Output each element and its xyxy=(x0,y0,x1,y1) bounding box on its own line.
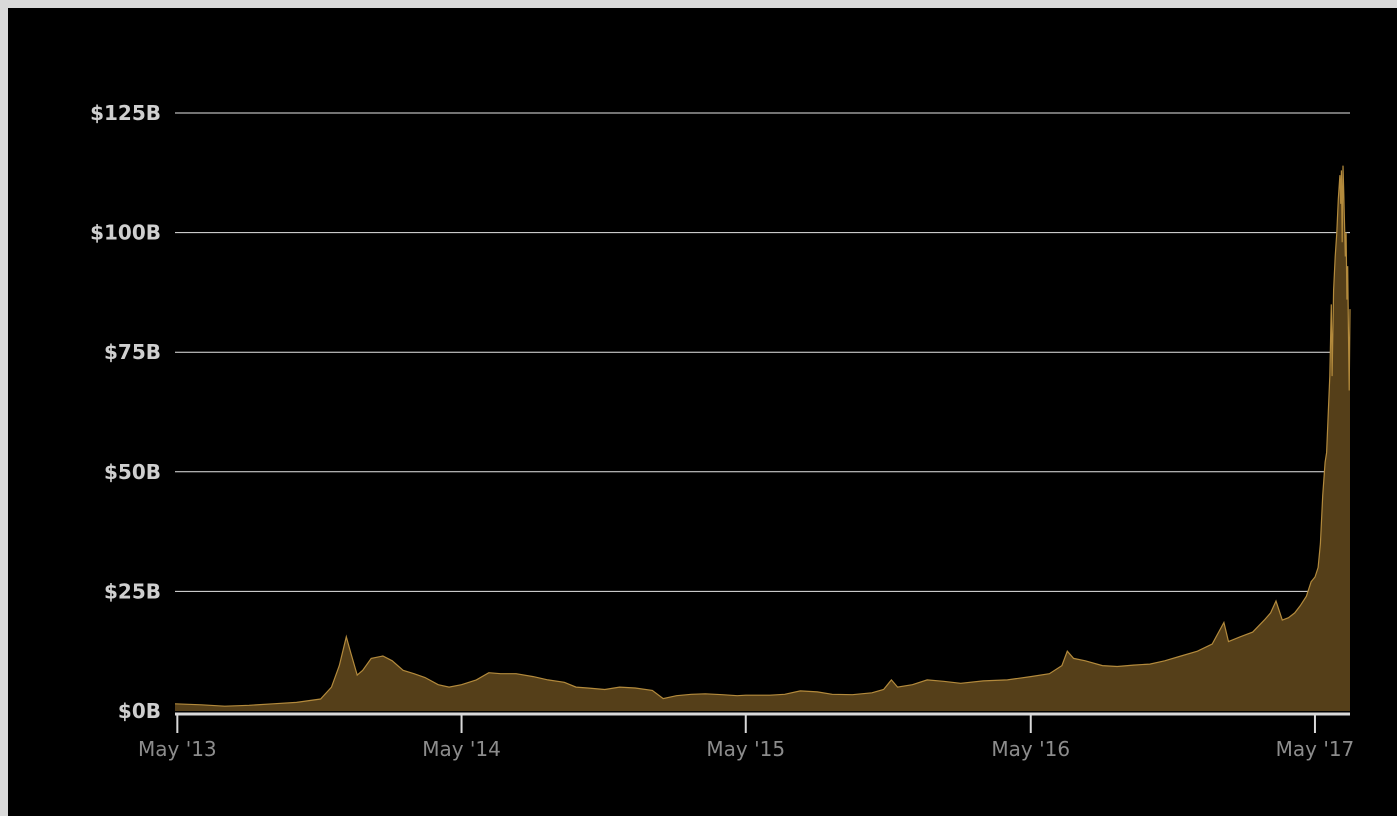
chart-frame: $0B $25B $50B $75B $100B $125B May '13 May '14… xyxy=(8,8,1397,816)
y-tick-label: $25B xyxy=(104,579,161,603)
gridlines xyxy=(175,112,1350,592)
x-tick-label: May '17 xyxy=(1276,737,1355,761)
x-tick-label: May '15 xyxy=(706,737,785,761)
y-tick-label: $100B xyxy=(90,221,161,245)
market-cap-chart: $0B $25B $50B $75B $100B $125B May '13 May '14… xyxy=(90,101,1355,761)
y-axis: $0B $25B $50B $75B $100B $125B xyxy=(90,101,161,723)
area-series xyxy=(174,165,1351,712)
x-tick-label: May '14 xyxy=(422,737,501,761)
x-tick-label: May '13 xyxy=(138,737,217,761)
y-tick-label: $75B xyxy=(104,340,161,364)
y-tick-label: $0B xyxy=(118,699,161,723)
y-tick-label: $125B xyxy=(90,101,161,125)
x-axis: May '13 May '14 May '15 May '16 May '17 xyxy=(138,712,1355,761)
series-line xyxy=(174,165,1351,707)
y-tick-label: $50B xyxy=(104,460,161,484)
area-fill xyxy=(175,165,1350,712)
x-tick-label: May '16 xyxy=(991,737,1070,761)
